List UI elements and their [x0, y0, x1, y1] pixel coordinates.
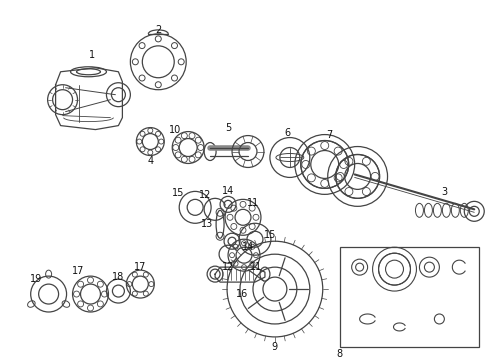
Text: 6: 6 — [285, 127, 291, 138]
Text: 16: 16 — [236, 289, 248, 299]
Text: 11: 11 — [250, 262, 262, 272]
Text: 12: 12 — [222, 262, 234, 272]
Text: 17: 17 — [134, 262, 147, 272]
Text: 1: 1 — [90, 50, 96, 60]
Text: 11: 11 — [247, 198, 259, 208]
Text: 19: 19 — [29, 274, 42, 284]
Text: 3: 3 — [441, 188, 447, 197]
Text: 12: 12 — [199, 190, 211, 201]
Text: 7: 7 — [327, 130, 333, 140]
Text: 4: 4 — [147, 157, 153, 166]
Text: 10: 10 — [169, 125, 181, 135]
Bar — [340, 247, 479, 347]
Text: 14: 14 — [242, 242, 254, 252]
Text: 13: 13 — [201, 219, 213, 229]
Text: 2: 2 — [155, 25, 161, 35]
Text: 5: 5 — [225, 123, 231, 132]
Text: 9: 9 — [272, 342, 278, 352]
Text: 14: 14 — [222, 186, 234, 197]
Text: 17: 17 — [73, 266, 85, 276]
Text: 15: 15 — [264, 230, 276, 240]
Text: 15: 15 — [172, 188, 184, 198]
Text: 18: 18 — [112, 272, 124, 282]
Text: 8: 8 — [337, 349, 343, 359]
